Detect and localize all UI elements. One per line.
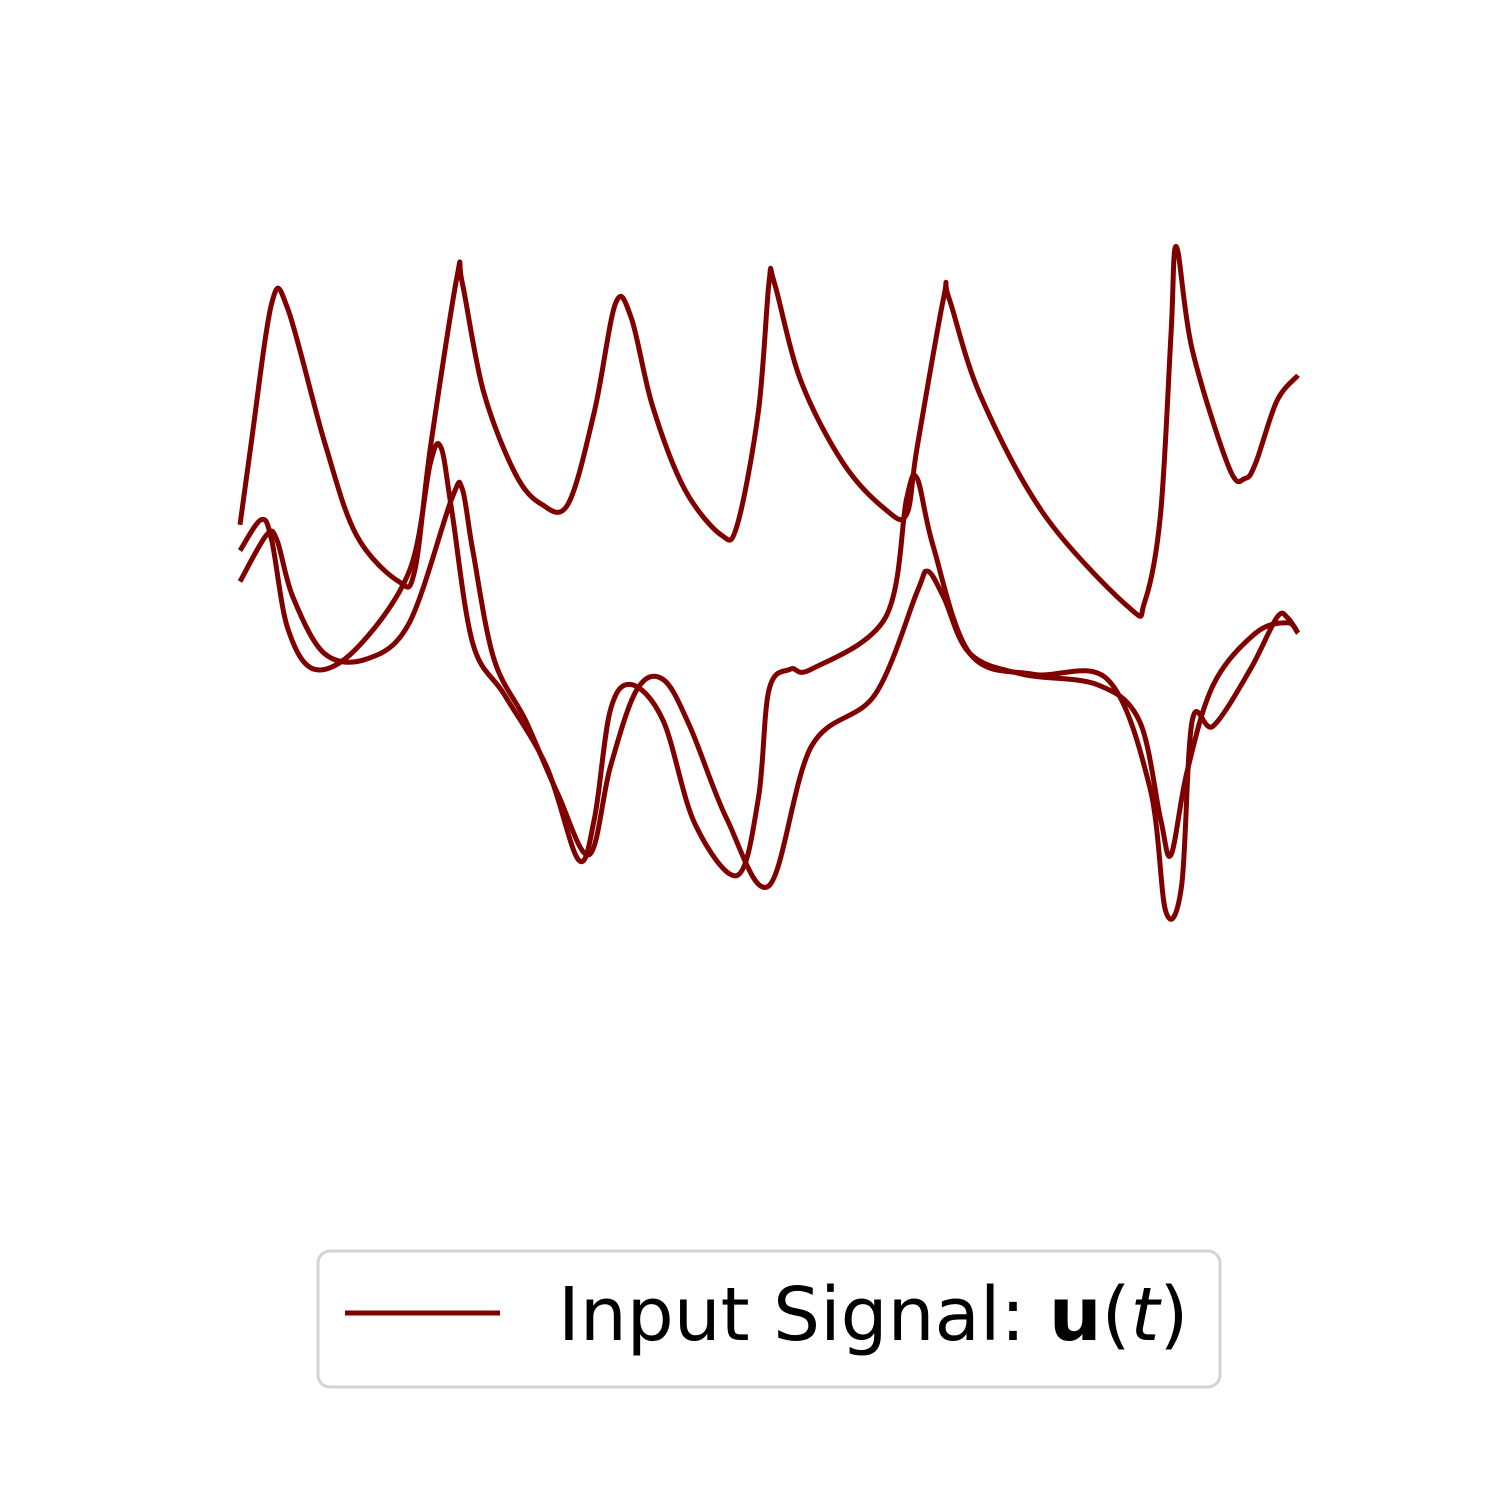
- legend-label-close: ): [1159, 1272, 1188, 1358]
- legend-label-prefix: Input Signal:: [558, 1272, 1049, 1358]
- series-line-2: [237, 441, 1301, 922]
- series-group: [237, 243, 1301, 922]
- series-line-1: [237, 243, 1300, 619]
- legend-label-open: (: [1102, 1272, 1131, 1358]
- legend-label-symbol: u: [1049, 1272, 1102, 1358]
- legend-label: Input Signal: u(t): [558, 1272, 1188, 1358]
- series-line-3: [237, 479, 1301, 890]
- legend-box: [316, 1249, 1222, 1389]
- legend: Input Signal: u(t): [316, 1249, 1222, 1389]
- legend-label-var: t: [1130, 1272, 1162, 1358]
